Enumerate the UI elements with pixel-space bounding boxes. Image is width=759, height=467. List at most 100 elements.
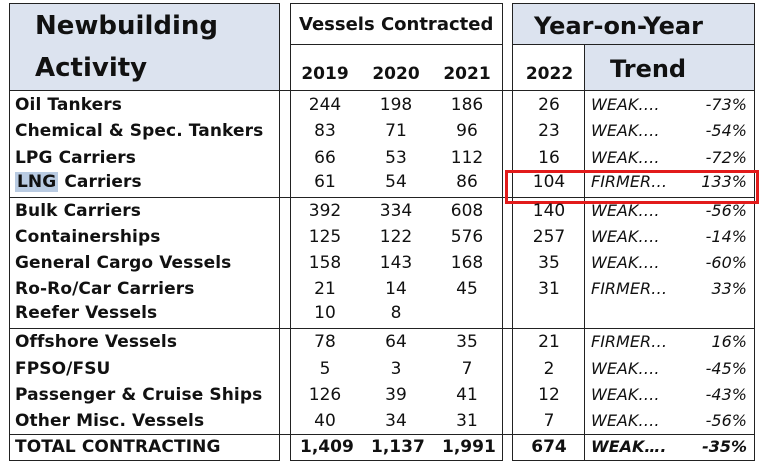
row-label: Oil Tankers [15, 95, 122, 115]
trend-percent: 16% [711, 332, 747, 351]
yoy-heading: Year-on-Year [534, 12, 703, 40]
trend-percent: -56% [705, 411, 747, 430]
value-2019: 40 [314, 411, 336, 431]
trend-percent: 133% [701, 172, 747, 191]
activity-panel [9, 3, 280, 461]
row-label: Bulk Carriers [15, 201, 141, 221]
trend-label: WEAK…. [591, 227, 660, 246]
trend-percent: -45% [705, 359, 747, 378]
value-2021: 45 [456, 279, 478, 299]
value-2022: 104 [532, 172, 566, 192]
trend-percent: 33% [711, 279, 747, 298]
value-2021 [442, 300, 492, 326]
yoy-trend-panel [512, 3, 755, 461]
trend-label: FIRMER… [591, 332, 668, 351]
row-label: General Cargo Vessels [15, 253, 232, 273]
trend-label: WEAK…. [591, 148, 660, 167]
row-label: LNG Carriers [15, 169, 142, 195]
trend-label: WEAK…. [591, 95, 660, 114]
value-2020: 71 [385, 121, 407, 141]
trend-label: FIRMER… [591, 172, 668, 191]
trend-percent: -60% [705, 253, 747, 272]
col-divider-vc-header [291, 44, 502, 45]
row-label: Offshore Vessels [15, 332, 178, 352]
value-2020: 198 [379, 95, 413, 115]
value-2020: 1,137 [371, 437, 425, 457]
col-divider-2022-top [584, 44, 585, 91]
trend-label: WEAK…. [591, 121, 660, 140]
trend-label: WEAK…. [591, 385, 660, 404]
trend-label: FIRMER… [591, 279, 668, 298]
row-label: Other Misc. Vessels [15, 411, 205, 431]
value-2019: 158 [308, 253, 342, 273]
value-2019: 61 [314, 172, 336, 192]
row-label: Ro-Ro/Car Carriers [15, 279, 195, 299]
value-2019: 5 [319, 359, 331, 379]
yoy-header-bg [513, 4, 754, 44]
value-2019: 244 [308, 95, 342, 115]
year-2021-heading: 2021 [443, 64, 491, 84]
value-2021: 608 [450, 201, 484, 221]
value-2019: 126 [308, 385, 342, 405]
trend-heading: Trend [610, 55, 687, 83]
trend-percent: -14% [705, 227, 747, 246]
year-2022-heading: 2022 [525, 64, 574, 84]
value-2019: 1,409 [300, 437, 354, 457]
trend-percent [677, 300, 747, 326]
activity-header-bg [10, 4, 279, 90]
value-2021: 86 [456, 172, 478, 192]
total-label: TOTAL CONTRACTING [15, 437, 221, 457]
row-label: Chemical & Spec. Tankers [15, 121, 264, 141]
value-2021: 112 [450, 148, 484, 168]
row-label: LPG Carriers [15, 148, 136, 168]
value-2022: 7 [543, 411, 555, 431]
value-2019: 392 [308, 201, 342, 221]
trend-label: WEAK…. [591, 201, 660, 220]
header-title-line1: Newbuilding [35, 11, 219, 41]
value-2020: 143 [379, 253, 413, 273]
rule-group-1 [9, 197, 755, 198]
value-2022: 16 [538, 148, 560, 168]
value-2022: 12 [538, 385, 560, 405]
value-2022: 140 [532, 201, 566, 221]
value-2021: 31 [456, 411, 478, 431]
value-2019: 21 [314, 279, 336, 299]
col-divider-2022-body [584, 90, 585, 460]
value-2019: 125 [308, 227, 342, 247]
vessels-contracted-panel [290, 3, 503, 461]
value-2021: 186 [450, 95, 484, 115]
trend-label: WEAK…. [591, 253, 660, 272]
trend-percent: -72% [705, 148, 747, 167]
rule-header [9, 90, 755, 91]
value-2022: 674 [531, 437, 567, 457]
value-2020: 334 [379, 201, 413, 221]
value-2021: 35 [456, 332, 478, 352]
value-2019: 78 [314, 332, 336, 352]
value-2022: 31 [538, 279, 560, 299]
value-2020: 3 [390, 359, 402, 379]
value-2021: 41 [456, 385, 478, 405]
value-2021: 96 [456, 121, 478, 141]
value-2022: 21 [538, 332, 560, 352]
header-title-line2: Activity [35, 53, 148, 83]
trend-percent: -73% [705, 95, 747, 114]
value-2020: 64 [385, 332, 407, 352]
trend-label: WEAK…. [591, 437, 667, 456]
value-2021: 1,991 [442, 437, 496, 457]
row-label: Reefer Vessels [15, 303, 158, 323]
value-2022 [524, 300, 574, 326]
value-2021: 168 [450, 253, 484, 273]
value-2022: 35 [538, 253, 560, 273]
value-2019: 66 [314, 148, 336, 168]
value-2022: 23 [538, 121, 560, 141]
lng-highlight-box [505, 170, 759, 204]
trend-percent: -43% [705, 385, 747, 404]
trend-percent: -56% [705, 201, 747, 220]
row-label: FPSO/FSU [15, 359, 111, 379]
lng-highlight-text: LNG [15, 172, 59, 192]
value-2020: 34 [385, 411, 407, 431]
value-2022: 26 [538, 95, 560, 115]
value-2022: 257 [532, 227, 566, 247]
year-2019-heading: 2019 [301, 64, 349, 84]
trend-percent: -35% [702, 437, 747, 456]
